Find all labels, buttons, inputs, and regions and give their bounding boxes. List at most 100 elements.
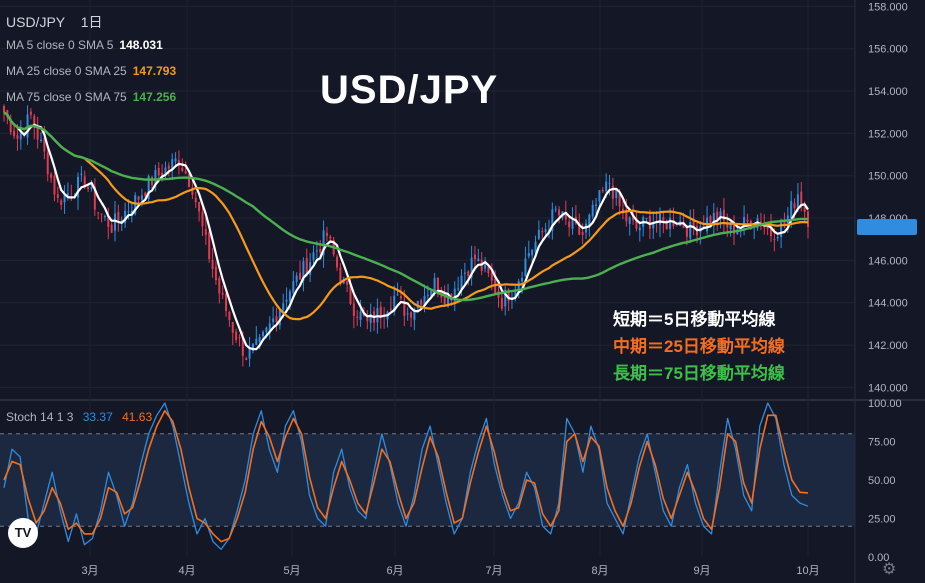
candle-body (346, 281, 349, 285)
candle-body (722, 209, 725, 221)
month-tick-label: 4月 (178, 565, 195, 577)
candle-body (292, 281, 295, 293)
candle-body (732, 222, 735, 234)
candle-body (90, 187, 93, 189)
price-tick-label: 152.000 (868, 128, 908, 140)
ma25-legend[interactable]: MA 25 close 0 SMA 25 147.793 (6, 64, 176, 78)
candle-body (265, 327, 268, 333)
ma75-legend[interactable]: MA 75 close 0 SMA 75 147.256 (6, 90, 176, 104)
stoch-tick-label: 100.00 (868, 398, 902, 410)
candle-body (648, 215, 651, 229)
candle-body (773, 239, 776, 241)
ma5-legend[interactable]: MA 5 close 0 SMA 5 148.031 (6, 38, 163, 52)
candle-body (800, 191, 803, 207)
candle-body (487, 266, 490, 274)
candle-body (537, 229, 540, 239)
candle-body (262, 331, 265, 337)
candle-body (685, 225, 688, 237)
overlay-title: USD/JPY (320, 68, 499, 112)
candle-body (33, 115, 36, 128)
candle-body (430, 290, 433, 297)
candle-body (403, 300, 406, 316)
candle-body (790, 200, 793, 218)
candle-body (198, 201, 201, 212)
candle-body (167, 165, 170, 169)
candle-body (161, 172, 164, 178)
candle-body (490, 272, 493, 281)
candle-body (426, 295, 429, 297)
candle-body (689, 222, 692, 239)
candle-body (669, 217, 672, 229)
moving-averages (3, 111, 809, 351)
candle-body (352, 303, 355, 317)
candle-body (329, 236, 332, 239)
candle-body (436, 277, 439, 295)
candle-body (157, 167, 160, 176)
candle-body (107, 216, 110, 227)
candle-body (204, 229, 207, 235)
interval-label: 1日 (80, 14, 103, 30)
candle-body (780, 221, 783, 237)
stoch-d-line (3, 409, 809, 543)
candle-body (214, 266, 217, 281)
candle-body (692, 220, 695, 229)
candle-body (743, 216, 746, 226)
candle-body (719, 211, 722, 219)
candle-body (238, 337, 241, 339)
candle-body (729, 222, 732, 230)
candle-body (39, 139, 43, 142)
candle-body (652, 223, 655, 229)
candle-body (379, 306, 382, 318)
candle-body (645, 218, 648, 220)
candle-body (396, 294, 399, 296)
candle-body (410, 312, 413, 318)
candle-body (463, 272, 466, 274)
candle-body (783, 220, 786, 226)
candle-body (339, 267, 342, 285)
candle-body (551, 209, 554, 232)
candle-body (507, 289, 510, 302)
candle-body (130, 210, 133, 214)
candle-body (191, 187, 194, 195)
candle-body (184, 171, 187, 174)
candle-body (174, 158, 177, 162)
price-tick-label: 142.000 (868, 340, 908, 352)
stoch-label: Stoch 14 1 3 (6, 410, 74, 424)
candle-body (211, 259, 214, 269)
candle-body (29, 111, 32, 115)
candle-body (147, 176, 150, 200)
gear-icon[interactable]: ⚙ (882, 561, 897, 578)
candle-body (208, 232, 211, 259)
candle-body (658, 214, 661, 225)
candle-body (134, 195, 137, 214)
price-tick-label: 150.000 (868, 171, 908, 183)
candle-body (460, 275, 463, 291)
candle-body (97, 212, 100, 214)
candle-body (389, 308, 392, 310)
candle-body (453, 288, 456, 304)
month-tick-label: 7月 (485, 565, 502, 577)
ma75-label: MA 75 close 0 SMA 75 (6, 90, 127, 104)
stoch-d-value: 41.63 (122, 410, 153, 424)
candle-body (235, 331, 238, 341)
month-tick-label: 8月 (591, 565, 608, 577)
candle-body (275, 316, 278, 323)
stoch-legend[interactable]: Stoch 14 1 3 33.37 41.63 (6, 410, 152, 424)
candle-body (309, 262, 312, 276)
candle-body (151, 177, 154, 185)
candle-body (605, 181, 608, 192)
annotation-long-ma: 長期＝75日移動平均線 (613, 364, 785, 383)
ma5-label: MA 5 close 0 SMA 5 (6, 38, 114, 52)
candle-body (336, 256, 339, 268)
stoch-tick-label: 25.00 (868, 514, 896, 526)
symbol-legend[interactable]: USD/JPY 1日 (6, 12, 103, 32)
candle-body (60, 200, 63, 205)
candle-body (716, 211, 719, 220)
candle-body (255, 338, 258, 345)
candle-body (457, 288, 460, 290)
candle-body (103, 215, 106, 217)
candle-body (615, 189, 618, 198)
tradingview-logo[interactable]: TV (8, 518, 38, 548)
candle-body (124, 210, 127, 224)
candle-body (110, 224, 113, 233)
